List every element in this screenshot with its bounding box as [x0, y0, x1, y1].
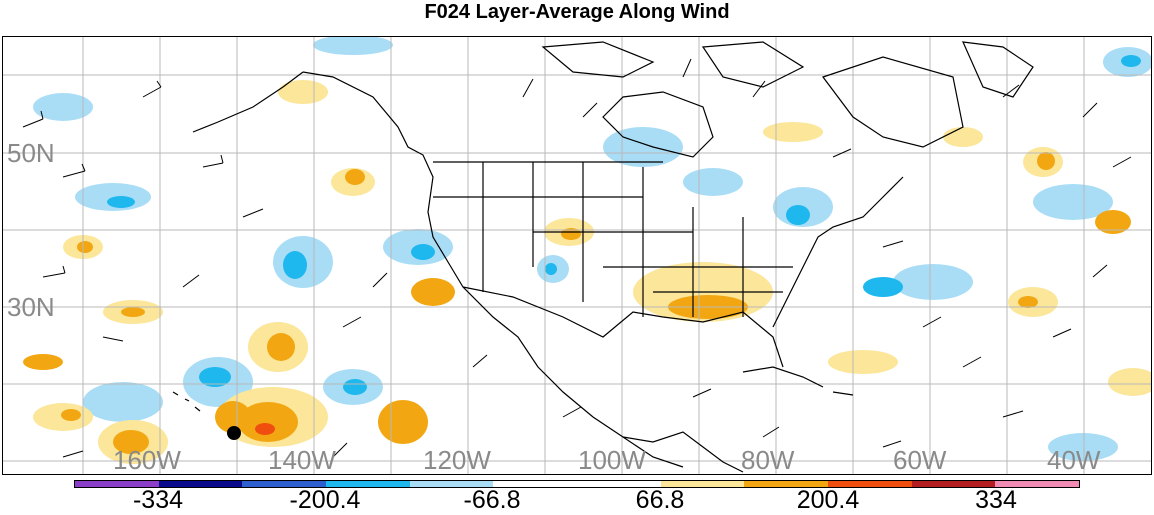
colorbar-segment — [75, 481, 159, 487]
colorbar-label: -334 — [132, 486, 184, 514]
map-panel: 50N 30N 160W 140W 120W 100W 80W 60W 40W — [2, 36, 1152, 475]
colorbar-segment — [158, 481, 243, 487]
map-canvas — [3, 37, 1151, 474]
wind-barbs — [22, 58, 1132, 458]
colorbar-segment — [326, 481, 410, 487]
lon-label-60w: 60W — [893, 445, 947, 475]
colorbar-segment — [577, 481, 661, 487]
lon-label-80w: 80W — [741, 445, 795, 475]
map-title: F024 Layer-Average Along Wind — [424, 1, 730, 23]
lon-label-160w: 160W — [113, 445, 181, 475]
colorbar-label: 334 — [975, 486, 1017, 514]
colorbar-segment — [493, 481, 578, 487]
lat-label-30n: 30N — [7, 292, 55, 322]
colorbar-segment — [828, 481, 912, 487]
anomaly-field — [23, 37, 1151, 464]
colorbar — [74, 480, 1080, 488]
coastlines — [172, 41, 1034, 473]
colorbar-segment — [409, 481, 494, 487]
lat-label-50n: 50N — [7, 138, 55, 168]
lat-lon-grid — [3, 37, 1151, 474]
colorbar-segment — [242, 481, 327, 487]
lon-label-120w: 120W — [423, 445, 491, 475]
lon-label-140w: 140W — [268, 445, 336, 475]
colorbar-label: 200.4 — [796, 486, 860, 514]
colorbar-label: -200.4 — [289, 486, 361, 514]
colorbar-segment — [995, 481, 1080, 487]
lon-label-40w: 40W — [1047, 445, 1101, 475]
colorbar-segment — [744, 481, 829, 487]
lon-label-100w: 100W — [578, 445, 646, 475]
colorbar-segment — [660, 481, 745, 487]
colorbar-label: -66.8 — [463, 486, 521, 514]
colorbar-label: 66.8 — [635, 486, 685, 514]
black-dot-marker — [227, 426, 241, 440]
colorbar-segment — [911, 481, 996, 487]
